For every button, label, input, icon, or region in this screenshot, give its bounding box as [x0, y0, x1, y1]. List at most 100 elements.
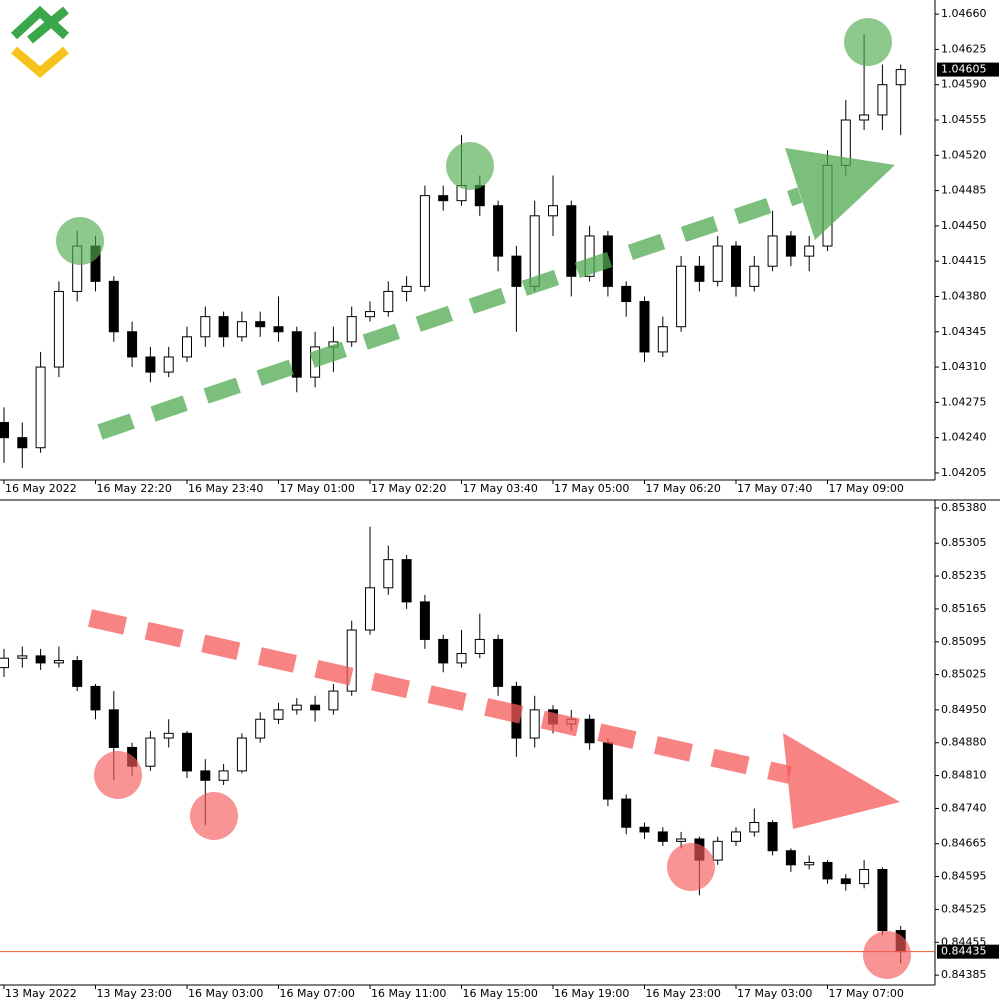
candle-body — [273, 709, 284, 720]
y-tick-label: 0.84950 — [941, 703, 987, 716]
candle-body — [17, 437, 28, 449]
price-label-box — [937, 62, 999, 77]
y-tick-label: 1.04660 — [941, 7, 987, 20]
candle-body — [804, 245, 815, 257]
y-tick-label: 1.04240 — [941, 431, 987, 444]
candle-body — [383, 290, 394, 313]
candle-body — [493, 205, 504, 257]
candle-body — [401, 285, 412, 292]
candle-body — [859, 114, 870, 121]
x-tick-label: 17 May 07:40 — [737, 482, 812, 495]
arrow-head — [785, 148, 895, 240]
candle-body — [35, 655, 46, 664]
y-tick-label: 1.04450 — [941, 219, 987, 232]
annotations — [56, 18, 911, 979]
price-label-box — [937, 944, 999, 959]
candle-body — [840, 878, 851, 885]
highlight — [844, 18, 892, 66]
y-tick-label: 0.85305 — [941, 536, 987, 549]
x-tick-label: 17 May 07:00 — [829, 987, 904, 1000]
candle-body — [511, 255, 522, 287]
y-tick-label: 0.84880 — [941, 736, 987, 749]
x-tick-label: 17 May 02:20 — [371, 482, 446, 495]
candle-body — [438, 638, 449, 664]
candle-body — [255, 321, 266, 328]
candle-body — [236, 321, 247, 338]
candle-body — [438, 195, 449, 202]
bottom-chart: 0.85380 0.85305 0.85235 0.85165 0.85095 0.850… — [0, 501, 999, 1000]
logo-mark — [11, 46, 69, 78]
candle-body — [310, 704, 321, 711]
arrow-head — [783, 733, 900, 829]
highlight — [56, 217, 104, 265]
candle-body — [712, 245, 723, 282]
x-tick-label: 17 May 09:00 — [829, 482, 904, 495]
logo-mark — [27, 6, 69, 44]
candle-body — [200, 316, 211, 338]
logo — [10, 5, 70, 78]
candle-body — [255, 718, 266, 739]
candle-body — [566, 205, 577, 277]
candle-body — [182, 732, 192, 772]
price-label: 0.84435 — [941, 945, 987, 958]
candle-body — [401, 559, 412, 603]
candle-body — [218, 770, 229, 781]
candle-body — [0, 422, 9, 439]
candle-body — [749, 822, 760, 833]
x-tick-label: 16 May 22:20 — [97, 482, 172, 495]
y-tick-label: 0.85380 — [941, 501, 987, 514]
candle-body — [529, 709, 540, 739]
y-tick-label: 1.04520 — [941, 148, 987, 161]
price-label: 1.04605 — [941, 63, 987, 76]
candle-body — [749, 265, 760, 287]
logo-mark — [10, 5, 70, 40]
candle-body — [621, 798, 632, 828]
candle-body — [127, 331, 138, 358]
candle-body — [584, 718, 595, 744]
x-tick-label: 13 May 2022 — [5, 987, 77, 1000]
y-tick-label: 0.85235 — [941, 569, 987, 582]
candle-body — [365, 311, 375, 318]
x-tick-label: 13 May 23:00 — [97, 987, 172, 1000]
y-tick-label: 1.04310 — [941, 360, 987, 373]
candle-body — [602, 742, 613, 800]
x-tick-label: 17 May 03:00 — [737, 987, 812, 1000]
candle-body — [346, 316, 357, 343]
candle-body — [17, 655, 28, 659]
candle-body — [767, 822, 778, 852]
candle-body — [895, 69, 906, 86]
candle-body — [657, 326, 668, 353]
candle-body — [365, 587, 375, 631]
y-tick-label: 0.85095 — [941, 635, 987, 648]
x-tick-label: 16 May 15:00 — [463, 987, 538, 1000]
y-tick-label: 0.84595 — [941, 870, 987, 883]
highlight — [94, 751, 142, 799]
x-tick-label: 16 May 03:00 — [188, 987, 263, 1000]
candle-body — [639, 826, 650, 833]
candle-body — [493, 638, 504, 687]
candle-body — [785, 850, 796, 866]
candle-body — [712, 840, 723, 861]
candle-body — [456, 653, 467, 664]
candle-body — [90, 685, 101, 711]
candle-body — [346, 629, 357, 692]
y-tick-label: 0.84665 — [941, 837, 987, 850]
trend-arrow — [97, 187, 803, 440]
candle-body — [273, 326, 284, 333]
candle-body — [676, 265, 687, 328]
x-tick-label: 17 May 01:00 — [280, 482, 355, 495]
candle-body — [0, 657, 9, 669]
y-tick-label: 0.85165 — [941, 602, 987, 615]
y-tick-label: 1.04415 — [941, 254, 987, 267]
candle-body — [163, 732, 174, 739]
candle-body — [108, 280, 119, 333]
y-tick-label: 0.84385 — [941, 968, 987, 981]
candle-body — [163, 356, 174, 373]
candle-body — [291, 704, 302, 711]
candle-body — [731, 245, 741, 287]
x-tick-label: 17 May 05:00 — [554, 482, 629, 495]
candle-body — [200, 770, 211, 781]
x-tick-label: 17 May 06:20 — [646, 482, 721, 495]
y-tick-label: 1.04380 — [941, 289, 987, 302]
candle-body — [676, 838, 687, 842]
